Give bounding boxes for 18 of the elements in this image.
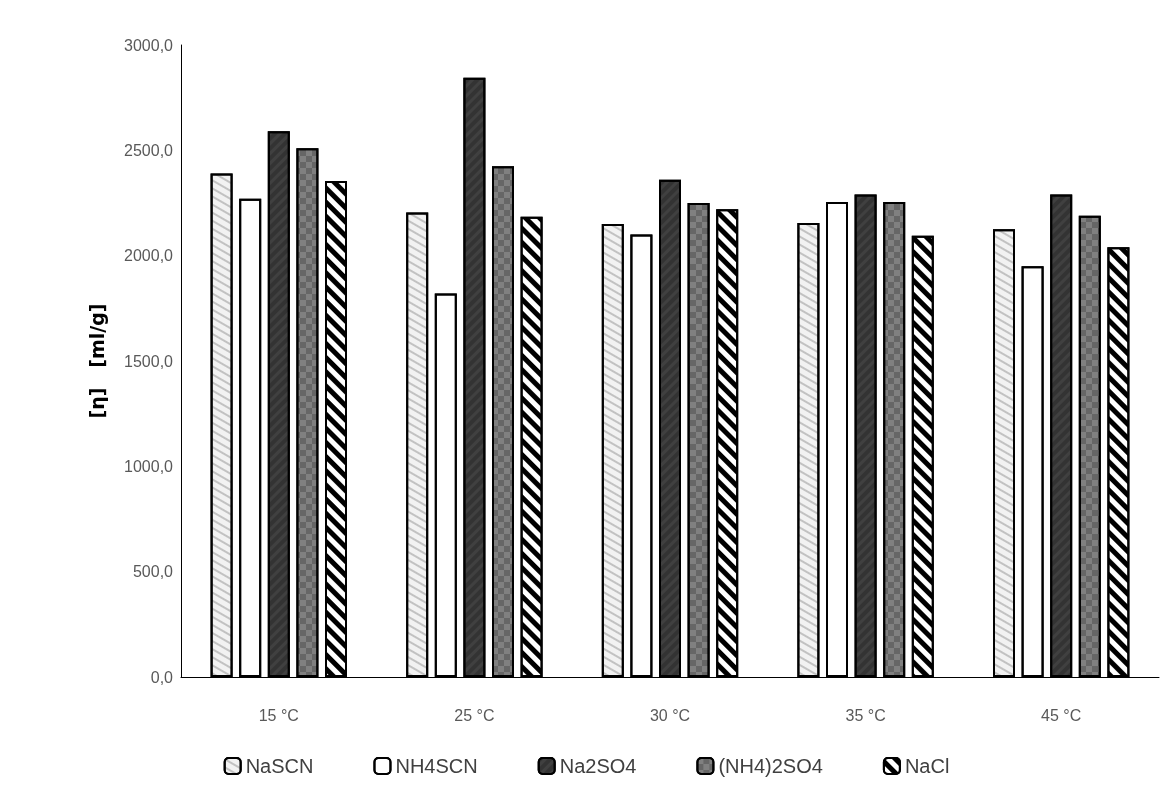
y-tick-label: 2000,0 <box>124 247 174 265</box>
x-tick-label: 30 °C <box>649 706 691 724</box>
y-tick-label: 1000,0 <box>124 457 174 475</box>
legend-label: NaCl <box>904 755 950 777</box>
y-axis-title: [η] [ml/g] <box>85 303 108 419</box>
x-tick-label: 45 °C <box>1041 706 1082 724</box>
legend-label: NH4SCN <box>395 755 478 777</box>
y-tick-label: 1500,0 <box>124 352 174 370</box>
x-tick-label: 25 °C <box>454 706 495 724</box>
y-tick-label: 2500,0 <box>124 141 174 159</box>
y-tick-label: 0,0 <box>150 668 174 686</box>
legend-label: (NH4)2SO4 <box>718 755 823 777</box>
y-tick-label: 500,0 <box>132 563 174 581</box>
legend-label: NaSCN <box>245 755 314 777</box>
legend-label: Na2SO4 <box>559 755 637 777</box>
x-tick-label: 15 °C <box>258 706 299 724</box>
y-tick-label: 3000,0 <box>124 36 174 54</box>
x-tick-label: 35 °C <box>845 706 886 724</box>
